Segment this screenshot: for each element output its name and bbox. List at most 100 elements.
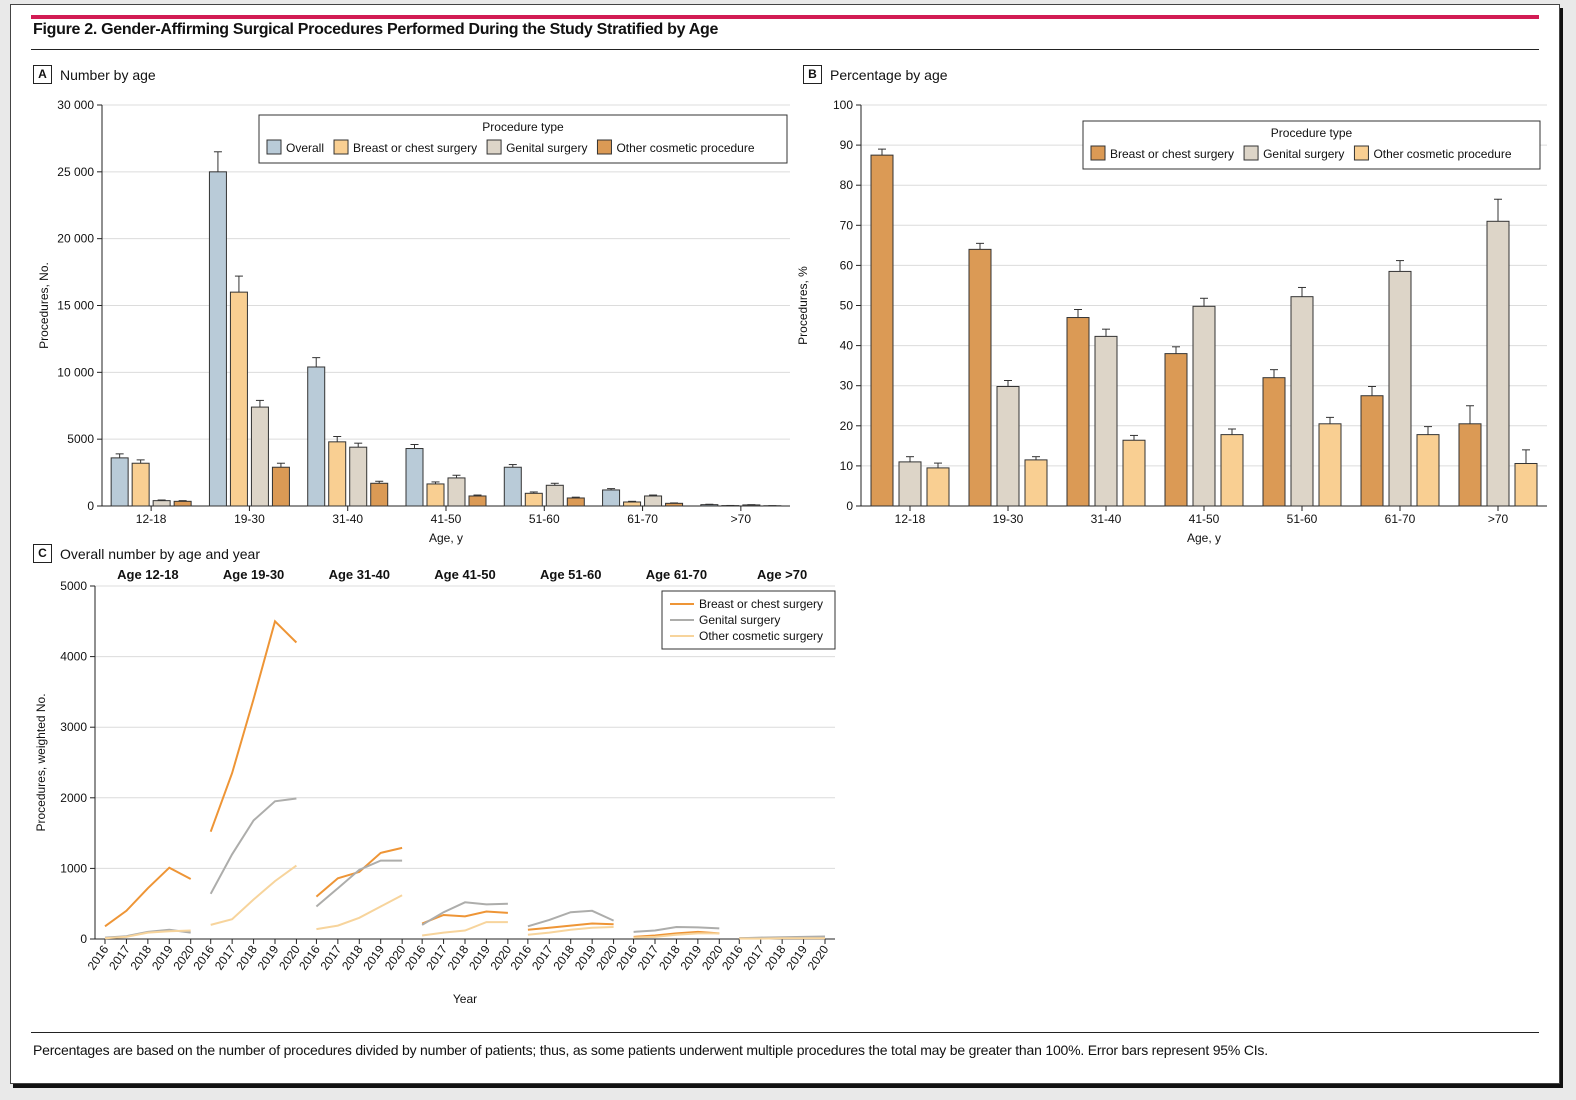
x-tick-label: 2019 [466,942,493,972]
line-genital-surgery-age-41-50 [421,901,508,926]
legend-label: Breast or chest surgery [699,597,823,611]
legend-box [1082,120,1541,170]
line-other-cosmetic-surgery-age-41-50 [421,921,508,937]
legend-box [258,114,788,164]
y-tick-label: 5000 [67,432,94,446]
legend-label: Genital surgery [506,141,587,155]
panel-c-letter: C [33,544,52,563]
footnote-divider [31,1032,1539,1033]
title-divider [31,49,1539,50]
x-tick-label: 2016 [508,942,535,972]
footnote: Percentages are based on the number of p… [33,1042,1268,1058]
x-axis-label: Age, y [429,531,463,545]
x-tick-label: 2016 [190,942,217,972]
x-tick-label: 51-60 [1287,512,1318,526]
y-tick-label: 25 000 [57,165,94,179]
group-label: Age 51-60 [540,567,601,582]
y-tick-label: 5000 [60,579,87,593]
x-tick-label: 2020 [699,942,726,972]
line-other-cosmetic-surgery-age-61-70 [633,932,720,939]
y-tick-label: 50 [840,299,854,313]
line-genital-surgery-age-19-30 [209,797,297,895]
x-tick-label: 2020 [488,942,515,972]
group-label: Age 61-70 [646,567,707,582]
chart-b-percentage-by-age: 0 10 20 30 40 50 60 70 80 90 100 12-18 19-30 31-40 41-… [796,98,1547,545]
y-tick-label: 100 [833,98,853,112]
panel-b-title: Percentage by age [830,66,948,83]
panel-c-header: C Overall number by age and year [33,544,260,563]
y-tick-label: 3000 [60,720,87,734]
figure-title: Figure 2. Gender-Affirming Surgical Proc… [33,21,719,38]
x-tick-label: 2017 [212,942,239,972]
x-tick-label: 2017 [740,942,767,972]
x-tick-label: 2016 [719,942,746,972]
x-tick-label: 2017 [529,942,556,972]
x-tick-label: 19-30 [993,512,1024,526]
line-breast-or-chest-surgery-age-12-18 [104,866,192,928]
panel-b-header: B Percentage by age [803,65,948,84]
x-tick-label: 2018 [656,942,683,972]
x-tick-label: 61-70 [627,512,658,526]
legend-swatch [1353,145,1369,161]
line-genital-surgery-age-51-60 [527,909,615,928]
y-axis-label: Procedures, No. [37,262,51,349]
line-other-cosmetic-surgery-age-31-40 [316,894,403,931]
legend-label: Breast or chest surgery [1110,147,1234,161]
x-tick-label: 2020 [805,942,832,972]
legend-title: Procedure type [482,120,564,134]
line-breast-or-chest-surgery-age-41-50 [421,910,508,925]
y-tick-label: 4000 [60,650,87,664]
x-tick-label: 2018 [128,942,155,972]
x-tick-label: 41-50 [1189,512,1220,526]
panel-c-title: Overall number by age and year [60,545,260,562]
x-axis-label: Age, y [1187,531,1221,545]
legend-label: Other cosmetic procedure [1373,147,1511,161]
y-tick-label: 10 [840,459,854,473]
x-tick-label: 2020 [276,942,303,972]
x-tick-label: 2018 [762,942,789,972]
group-label: Age >70 [757,567,807,582]
legend-title: Procedure type [1271,126,1353,140]
line-breast-or-chest-surgery-age-51-60 [527,922,614,931]
x-tick-label: 2017 [106,942,133,972]
x-tick-label: 2020 [382,942,409,972]
x-tick-label: 12-18 [895,512,926,526]
panel-a-title: Number by age [60,66,156,83]
x-tick-label: 2020 [170,942,197,972]
x-tick-label: 2016 [296,942,323,972]
legend-label: Overall [286,141,324,155]
x-tick-label: 2016 [402,942,429,972]
group-label: Age 31-40 [329,567,390,582]
y-tick-label: 0 [846,499,853,513]
group-label: Age 41-50 [434,567,495,582]
x-tick-label: 2017 [635,942,662,972]
x-tick-label: 2019 [149,942,176,972]
legend-swatch [1090,145,1106,161]
y-tick-label: 30 [840,379,854,393]
x-tick-label: 2018 [445,942,472,972]
line-other-cosmetic-surgery-age-12-18 [104,929,191,940]
y-tick-label: 70 [840,218,854,232]
legend-label: Other cosmetic procedure [616,141,754,155]
x-tick-label: 2019 [783,942,810,972]
line-genital-surgery-age-31-40 [315,859,403,908]
line-breast-or-chest-surgery-age-19-30 [209,619,298,833]
x-tick-label: 19-30 [234,512,265,526]
y-tick-label: 60 [840,258,854,272]
x-tick-label: 2018 [339,942,366,972]
x-tick-label: 2016 [613,942,640,972]
line-breast-or-chest-surgery-age-31-40 [315,846,403,898]
y-axis-label: Procedures, % [796,266,810,345]
line-other-cosmetic-surgery-age-19-30 [210,864,297,926]
figure-frame: Figure 2. Gender-Affirming Surgical Proc… [10,4,1560,1084]
y-tick-label: 10 000 [57,365,94,379]
x-tick-label: >70 [731,512,752,526]
y-tick-label: 2000 [60,791,87,805]
y-tick-label: 0 [87,499,94,513]
x-tick-label: 61-70 [1385,512,1416,526]
x-tick-label: 2019 [360,942,387,972]
legend-label: Genital surgery [1263,147,1344,161]
x-tick-label: 31-40 [332,512,363,526]
chart-a-number-by-age: 0 5000 10 000 15 000 20 000 25 000 30 000 12-18… [37,98,790,545]
y-tick-label: 0 [80,932,87,946]
